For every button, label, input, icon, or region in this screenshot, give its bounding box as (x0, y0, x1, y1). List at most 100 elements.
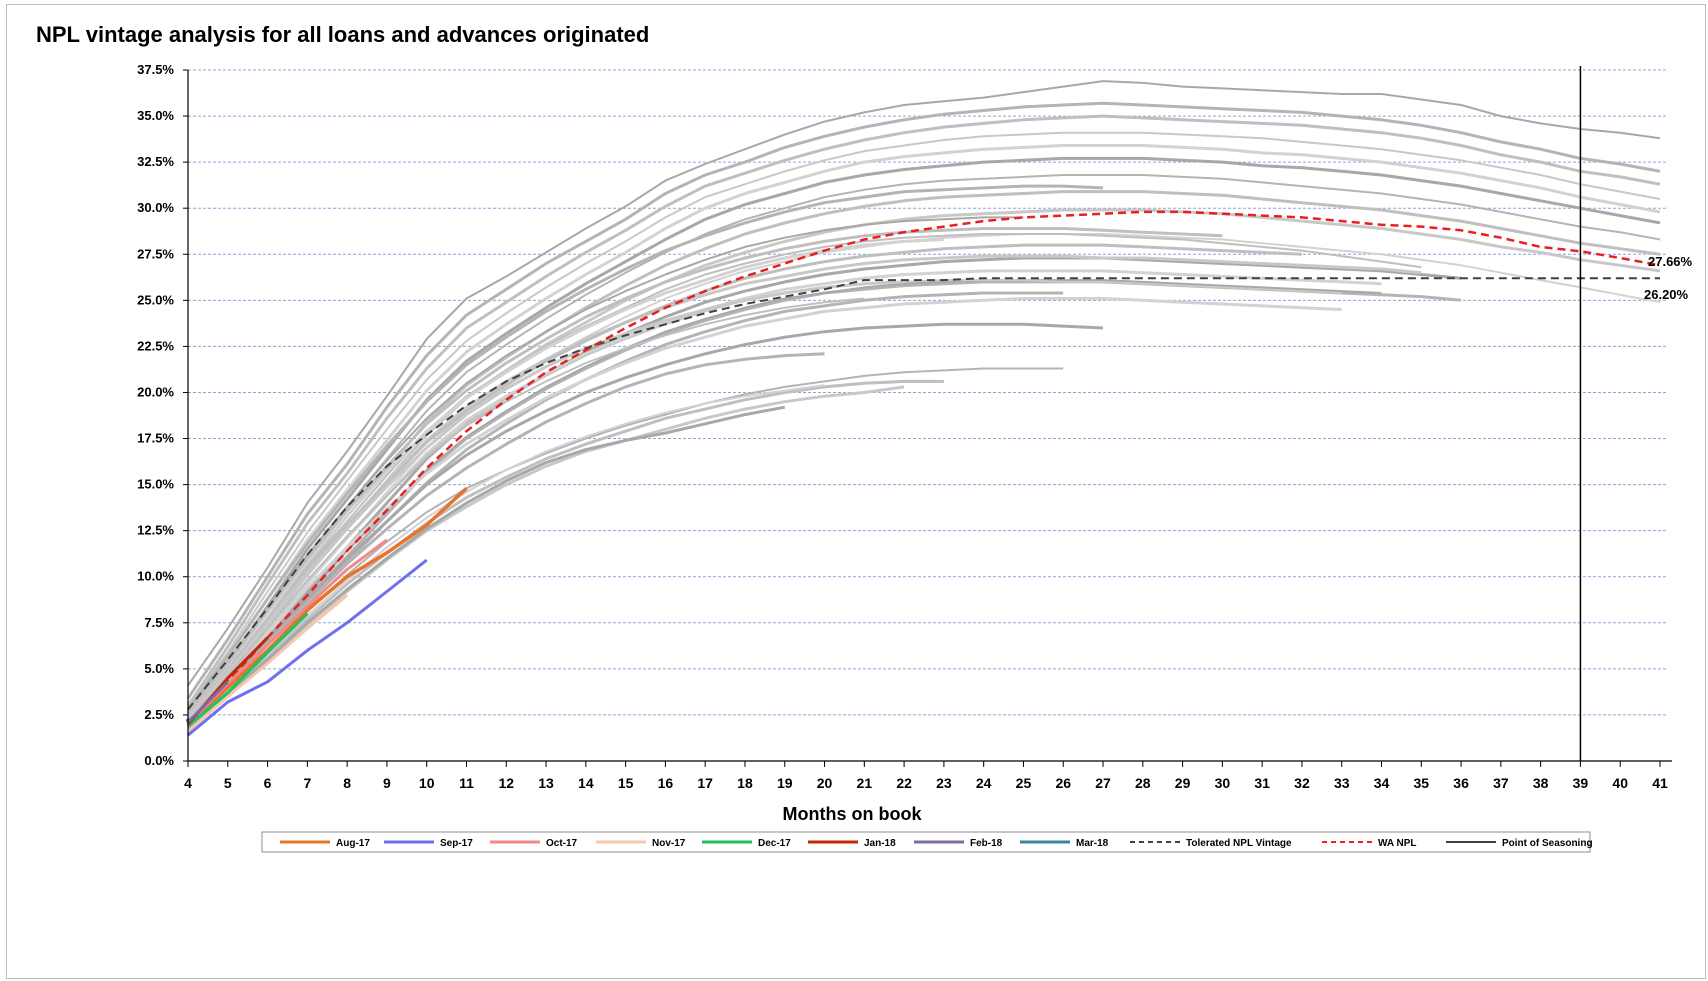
background-vintage-line (186, 101, 1661, 700)
x-tick-label: 35 (1414, 775, 1430, 791)
y-tick-label: 5.0% (144, 661, 174, 676)
x-tick-label: 27 (1095, 775, 1111, 791)
x-tick-label: 33 (1334, 775, 1350, 791)
series-lines (186, 66, 1661, 761)
series-line-feb-18 (186, 680, 229, 724)
series-line-tolerated-npl-vintage (187, 277, 1660, 711)
legend-label-tolerated-npl-vintage: Tolerated NPL Vintage (1186, 838, 1292, 849)
background-vintage-line (187, 131, 1661, 709)
background-vintage-line (187, 174, 1661, 716)
background-vintage-line (186, 322, 1104, 724)
background-vintage-line (186, 243, 1302, 716)
background-vintage-line (186, 238, 944, 715)
background-vintage-line (186, 227, 1223, 715)
x-tick-label: 8 (343, 775, 351, 791)
background-vintage-line (187, 297, 865, 720)
x-tick-label: 5 (224, 775, 232, 791)
x-tick-label: 13 (538, 775, 554, 791)
series-line-wa-npl (187, 210, 1661, 725)
y-tick-label: 35.0% (137, 108, 174, 123)
x-tick-label: 29 (1175, 775, 1191, 791)
background-vintage-line (186, 280, 905, 718)
x-tick-label: 40 (1612, 775, 1628, 791)
x-tick-label: 41 (1652, 775, 1668, 791)
x-axis-label: Months on book (783, 804, 923, 824)
x-tick-label: 31 (1254, 775, 1270, 791)
x-tick-label: 7 (303, 775, 311, 791)
background-vintage-line (187, 379, 944, 728)
legend-label-wa-npl: WA NPL (1378, 838, 1417, 849)
series-line-sep-17 (187, 558, 428, 737)
x-tick-label: 14 (578, 775, 594, 791)
background-vintage-line (187, 80, 1661, 687)
x-tick-label: 22 (896, 775, 912, 791)
series-line-nov-17 (187, 594, 349, 733)
chart-frame (6, 4, 1706, 979)
background-vintage-line (186, 156, 1661, 715)
legend-label-point-of-seasoning: Point of Seasoning (1502, 838, 1593, 849)
y-tick-label: 2.5% (144, 707, 174, 722)
x-tick-label: 19 (777, 775, 793, 791)
x-tick-label: 21 (857, 775, 873, 791)
x-tick-label: 39 (1573, 775, 1589, 791)
wa-npl-end-label: 27.66% (1648, 254, 1693, 269)
series-line-aug-17 (186, 487, 468, 728)
legend-label-dec-17: Dec-17 (758, 838, 791, 849)
legend: Aug-17 Sep-17 Oct-17 Nov-17 Dec-17 Jan-18 Feb-… (261, 831, 1593, 853)
x-tick-label: 34 (1374, 775, 1390, 791)
y-tick-label: 10.0% (137, 569, 174, 584)
x-tick-label: 23 (936, 775, 952, 791)
x-tick-label: 16 (658, 775, 674, 791)
y-tick-label: 30.0% (137, 200, 174, 215)
x-tick-label: 20 (817, 775, 833, 791)
x-tick-label: 10 (419, 775, 435, 791)
background-vintage-line (187, 405, 786, 729)
y-tick-label: 27.5% (137, 246, 174, 261)
chart-title: NPL vintage analysis for all loans and a… (36, 22, 650, 47)
x-tick-label: 30 (1215, 775, 1231, 791)
legend-label-aug-17: Aug-17 (336, 838, 370, 849)
y-tick-label: 20.0% (137, 384, 174, 399)
x-tick-label: 24 (976, 775, 992, 791)
x-tick-label: 25 (1016, 775, 1032, 791)
x-tick-label: 11 (459, 775, 474, 791)
legend-label-feb-18: Feb-18 (970, 838, 1003, 849)
y-tick-label: 22.5% (137, 338, 174, 353)
y-tick-label: 37.5% (137, 62, 174, 77)
x-tick-label: 15 (618, 775, 634, 791)
background-vintage-line (187, 384, 825, 725)
x-tick-label: 26 (1055, 775, 1071, 791)
legend-label-nov-17: Nov-17 (652, 838, 686, 849)
background-vintage-lines (186, 80, 1661, 729)
x-tick-label: 9 (383, 775, 391, 791)
background-vintage-line (186, 256, 1462, 722)
background-vintage-line (187, 233, 1422, 718)
x-tick-label: 17 (697, 775, 713, 791)
x-tick-label: 32 (1294, 775, 1310, 791)
x-tick-label: 37 (1493, 775, 1509, 791)
y-tick-label: 32.5% (137, 154, 174, 169)
series-line-dec-17 (187, 612, 309, 728)
x-tick-label: 6 (264, 775, 272, 791)
x-tick-label: 18 (737, 775, 753, 791)
background-vintage-line (186, 208, 1661, 720)
y-tick-label: 15.0% (137, 477, 174, 492)
legend-label-mar-18: Mar-18 (1076, 838, 1109, 849)
x-tick-label: 12 (498, 775, 514, 791)
x-tick-label: 28 (1135, 775, 1151, 791)
background-vintage-line (186, 190, 1661, 718)
y-tick-label: 12.5% (137, 523, 174, 538)
axes: 0.0% 2.5% 5.0% 7.5% 10.0% 12.5% 15.0% 17.5% 20.0… (137, 62, 1672, 791)
x-tick-label: 36 (1453, 775, 1469, 791)
legend-label-oct-17: Oct-17 (546, 838, 578, 849)
background-vintage-line (186, 184, 1104, 711)
y-tick-label: 17.5% (137, 431, 174, 446)
grid-layer (188, 69, 1666, 716)
background-vintage-line (186, 144, 1661, 713)
background-vintage-line (186, 297, 1342, 722)
y-tick-label: 0.0% (144, 753, 174, 768)
legend-label-sep-17: Sep-17 (440, 838, 473, 849)
background-vintage-line (186, 114, 1661, 707)
y-tick-label: 25.0% (137, 292, 174, 307)
